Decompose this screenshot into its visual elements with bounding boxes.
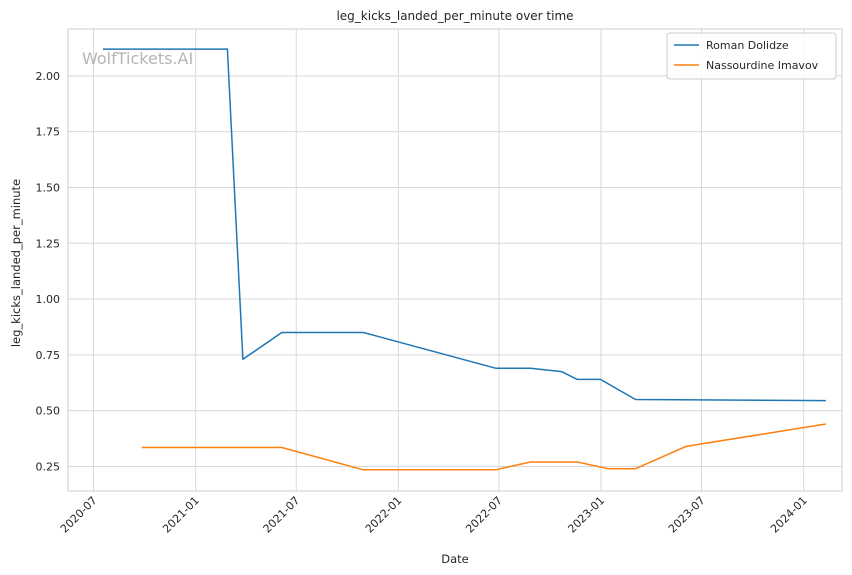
- y-tick-label: 1.50: [36, 181, 61, 194]
- tick-labels: 0.25 0.50 0.75 1.00 1.25 1.50 1.75 2.00 2020-07 2…: [36, 70, 810, 536]
- x-axis-label: Date: [441, 552, 469, 566]
- y-tick-label: 1.25: [36, 237, 61, 250]
- x-tick-label: 2021-07: [261, 494, 303, 536]
- series-line-roman-dolidze: [103, 48, 826, 402]
- legend-label-roman-dolidze: Roman Dolidze: [706, 39, 789, 52]
- x-tick-label: 2023-01: [565, 494, 607, 536]
- x-tick-label: 2023-07: [666, 494, 708, 536]
- chart-title: leg_kicks_landed_per_minute over time: [336, 9, 573, 23]
- y-tick-label: 0.25: [36, 460, 61, 473]
- grid: [68, 29, 842, 491]
- y-tick-label: 2.00: [36, 70, 61, 83]
- y-axis-label: leg_kicks_landed_per_minute: [9, 179, 23, 347]
- series-lines: [103, 48, 827, 471]
- x-tick-label: 2022-01: [363, 494, 405, 536]
- y-tick-label: 0.75: [36, 349, 61, 362]
- x-tick-label: 2020-07: [58, 494, 100, 536]
- legend-label-nassourdine-imavov: Nassourdine Imavov: [706, 59, 819, 72]
- x-tick-label: 2021-01: [160, 494, 202, 536]
- watermark-text: WolfTickets.AI: [82, 49, 193, 68]
- x-tick-label: 2022-07: [463, 494, 505, 536]
- plot-frame: [67, 28, 843, 492]
- y-tick-label: 1.00: [36, 293, 61, 306]
- x-tick-label: 2024-01: [768, 494, 810, 536]
- legend: Roman Dolidze Nassourdine Imavov: [666, 32, 837, 80]
- y-tick-label: 1.75: [36, 126, 61, 139]
- y-tick-label: 0.50: [36, 405, 61, 418]
- series-line-nassourdine-imavov: [141, 423, 827, 471]
- legend-box: [666, 32, 837, 80]
